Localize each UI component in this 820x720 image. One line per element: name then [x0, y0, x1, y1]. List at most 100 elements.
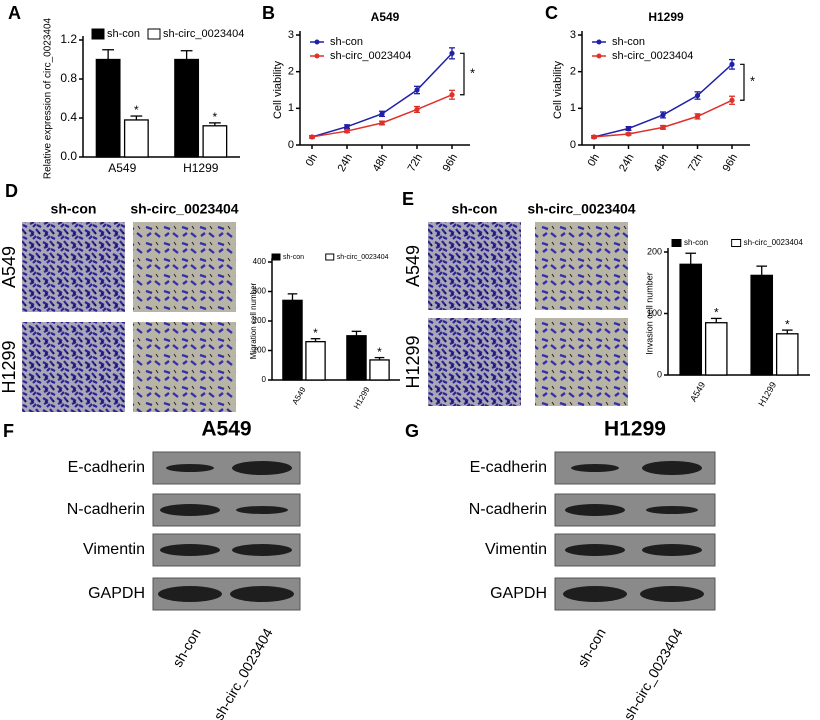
y-tick-label: 0.8: [60, 71, 77, 85]
marker: [449, 50, 455, 56]
x-tick-label: 0h: [586, 152, 603, 169]
blot-band: [160, 504, 220, 516]
y-tick-label: 3: [288, 29, 294, 41]
marker: [625, 125, 632, 132]
micrograph: [428, 222, 521, 310]
marker: [694, 92, 701, 99]
blot-band: [230, 586, 294, 602]
row-label: H1299: [0, 340, 19, 393]
panel-letter: C: [545, 3, 558, 23]
y-tick-label: 200: [647, 246, 662, 256]
y-axis-label: Invasion cell number: [644, 272, 654, 355]
blot-band: [232, 544, 292, 556]
x-tick-label: 48h: [371, 152, 391, 174]
blot-band: [646, 506, 698, 514]
bar: [174, 58, 200, 158]
blot-band: [571, 464, 619, 472]
blot-band: [166, 464, 214, 472]
marker: [729, 97, 735, 103]
x-tick-label: 96h: [721, 152, 741, 174]
lane-label: sh-circ_0023404: [210, 625, 276, 720]
bar: [750, 274, 774, 376]
legend-label: sh-circ_0023404: [744, 238, 804, 247]
x-tick-label: H1299: [183, 161, 219, 175]
marker: [379, 120, 385, 126]
y-axis-label: Cell viability: [272, 60, 284, 119]
panel-letter: A: [8, 3, 21, 23]
protein-label: GAPDH: [88, 585, 145, 602]
legend-swatch: [671, 239, 682, 247]
y-axis-label: Relative expression of circ_0023404: [43, 17, 54, 179]
lane-label: sh-con: [169, 625, 204, 669]
significance-mark: *: [377, 345, 382, 359]
y-tick-label: 0.4: [60, 110, 77, 124]
blot-band: [236, 506, 288, 514]
panel-letter: G: [405, 421, 419, 441]
panel-letter: B: [262, 3, 275, 23]
x-tick-label: 24h: [336, 152, 356, 174]
y-tick-label: 300: [253, 287, 267, 296]
chart-title: H1299: [648, 10, 684, 24]
legend-marker: [596, 39, 602, 45]
y-tick-label: 100: [647, 308, 662, 318]
y-axis-label: Migration cell number: [249, 282, 258, 359]
legend-marker: [314, 53, 320, 59]
comparison-bracket: [460, 52, 465, 96]
row-label: A549: [403, 245, 423, 287]
bar: [123, 119, 149, 158]
legend-label: sh-circ_0023404: [330, 50, 411, 62]
x-tick-label: A549: [108, 161, 136, 175]
marker: [344, 128, 350, 134]
blot-band: [640, 586, 704, 602]
significance-mark: *: [313, 326, 318, 340]
legend-label: sh-circ_0023404: [337, 254, 389, 261]
legend-label: sh-con: [612, 36, 645, 48]
legend-swatch: [271, 253, 281, 261]
legend-swatch: [147, 28, 161, 40]
significance-mark: *: [213, 110, 218, 124]
legend-label: sh-circ_0023404: [163, 28, 244, 40]
marker: [344, 124, 350, 130]
significance-mark: *: [714, 306, 719, 320]
bar: [679, 263, 703, 376]
blot-band: [160, 544, 220, 556]
micrograph: [428, 318, 521, 406]
marker: [379, 111, 385, 117]
chart-title: A549: [371, 10, 400, 24]
x-tick-label: 0h: [304, 152, 321, 169]
y-tick-label: 0: [262, 375, 267, 384]
x-tick-label: 48h: [652, 152, 672, 174]
lane-label: sh-circ_0023404: [620, 625, 686, 720]
protein-label: N-cadherin: [469, 501, 547, 518]
y-axis-label: Cell viability: [552, 60, 564, 119]
legend-label: sh-con: [330, 36, 363, 48]
column-header: sh-con: [51, 201, 97, 217]
significance-mark: *: [134, 103, 139, 117]
legend-label: sh-con: [283, 254, 304, 261]
y-tick-label: 0: [657, 369, 662, 379]
lane-label: sh-con: [574, 625, 609, 669]
bar: [282, 299, 303, 381]
x-tick-label: H1299: [352, 385, 372, 410]
micrograph: [22, 322, 125, 412]
blot-band: [642, 544, 702, 556]
y-tick-label: 0: [570, 139, 576, 151]
bar: [775, 333, 799, 376]
marker: [660, 124, 666, 130]
y-tick-label: 200: [253, 316, 267, 325]
blot-band: [563, 586, 627, 602]
bar: [369, 359, 390, 381]
blot-band: [565, 544, 625, 556]
marker: [414, 87, 420, 93]
legend-marker: [314, 39, 320, 45]
micrograph: [133, 322, 236, 412]
annotation: *: [750, 74, 755, 89]
marker: [414, 106, 420, 113]
x-tick-label: A549: [290, 385, 307, 406]
panel-letter: F: [3, 421, 14, 441]
blot-band: [232, 461, 292, 475]
protein-label: GAPDH: [490, 585, 547, 602]
y-tick-label: 1: [570, 102, 576, 114]
legend-swatch: [91, 28, 105, 40]
